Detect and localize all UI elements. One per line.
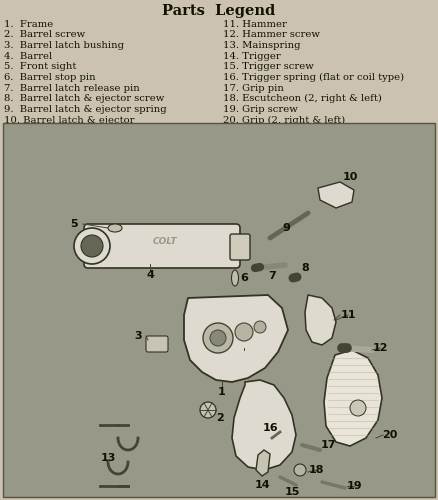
- Text: 15: 15: [284, 487, 300, 497]
- Polygon shape: [305, 295, 336, 345]
- Text: 10. Barrel latch & ejector: 10. Barrel latch & ejector: [4, 116, 135, 124]
- Text: 4: 4: [146, 270, 154, 280]
- Text: 5.  Front sight: 5. Front sight: [4, 62, 77, 71]
- Circle shape: [203, 323, 233, 353]
- Polygon shape: [184, 295, 288, 382]
- Text: Parts  Legend: Parts Legend: [162, 4, 276, 18]
- Circle shape: [200, 402, 216, 418]
- Text: 13: 13: [100, 453, 116, 463]
- Text: 8: 8: [301, 263, 309, 273]
- Text: 7.  Barrel latch release pin: 7. Barrel latch release pin: [4, 84, 140, 92]
- Text: 18: 18: [308, 465, 324, 475]
- Text: 15. Trigger screw: 15. Trigger screw: [223, 62, 314, 71]
- Text: 1.  Frame: 1. Frame: [4, 20, 53, 28]
- Text: 19. Grip screw: 19. Grip screw: [223, 105, 298, 114]
- Circle shape: [210, 330, 226, 346]
- Text: 4.  Barrel: 4. Barrel: [4, 52, 53, 60]
- Circle shape: [74, 228, 110, 264]
- Text: 6.  Barrel stop pin: 6. Barrel stop pin: [4, 73, 96, 82]
- Text: 14: 14: [254, 480, 270, 490]
- Text: 12: 12: [372, 343, 388, 353]
- Text: 12. Hammer screw: 12. Hammer screw: [223, 30, 320, 40]
- Text: 6: 6: [240, 273, 248, 283]
- Circle shape: [81, 235, 103, 257]
- Text: 11: 11: [340, 310, 356, 320]
- Text: 1: 1: [218, 387, 226, 397]
- Text: 7: 7: [268, 271, 276, 281]
- Text: 16: 16: [262, 423, 278, 433]
- Text: 2.  Barrel screw: 2. Barrel screw: [4, 30, 85, 40]
- Text: COLT: COLT: [153, 238, 177, 246]
- Text: 9: 9: [282, 223, 290, 233]
- Text: 10: 10: [343, 172, 358, 182]
- Text: 3: 3: [134, 331, 142, 341]
- Polygon shape: [324, 350, 382, 446]
- Text: 13. Mainspring: 13. Mainspring: [223, 41, 301, 50]
- Text: 9.  Barrel latch & ejector spring: 9. Barrel latch & ejector spring: [4, 105, 167, 114]
- Text: 14. Trigger: 14. Trigger: [223, 52, 281, 60]
- Polygon shape: [232, 380, 296, 470]
- FancyBboxPatch shape: [230, 234, 250, 260]
- Circle shape: [350, 400, 366, 416]
- FancyBboxPatch shape: [84, 224, 240, 268]
- Text: 2: 2: [216, 413, 224, 423]
- Text: 20. Grip (2, right & left): 20. Grip (2, right & left): [223, 116, 346, 124]
- Text: 3.  Barrel latch bushing: 3. Barrel latch bushing: [4, 41, 124, 50]
- Text: 5: 5: [70, 219, 78, 229]
- Text: 17. Grip pin: 17. Grip pin: [223, 84, 284, 92]
- Text: 18. Escutcheon (2, right & left): 18. Escutcheon (2, right & left): [223, 94, 382, 104]
- Circle shape: [294, 464, 306, 476]
- Text: 8.  Barrel latch & ejector screw: 8. Barrel latch & ejector screw: [4, 94, 165, 103]
- Polygon shape: [256, 450, 270, 476]
- Text: 16. Trigger spring (flat or coil type): 16. Trigger spring (flat or coil type): [223, 73, 405, 82]
- Ellipse shape: [232, 270, 239, 286]
- Text: 19: 19: [346, 481, 362, 491]
- Ellipse shape: [108, 224, 122, 232]
- Text: 20: 20: [382, 430, 398, 440]
- Text: 17: 17: [320, 440, 336, 450]
- FancyBboxPatch shape: [146, 336, 168, 352]
- Circle shape: [254, 321, 266, 333]
- Circle shape: [235, 323, 253, 341]
- Circle shape: [259, 455, 269, 465]
- Text: 11. Hammer: 11. Hammer: [223, 20, 287, 28]
- Polygon shape: [318, 182, 354, 208]
- FancyBboxPatch shape: [3, 123, 435, 497]
